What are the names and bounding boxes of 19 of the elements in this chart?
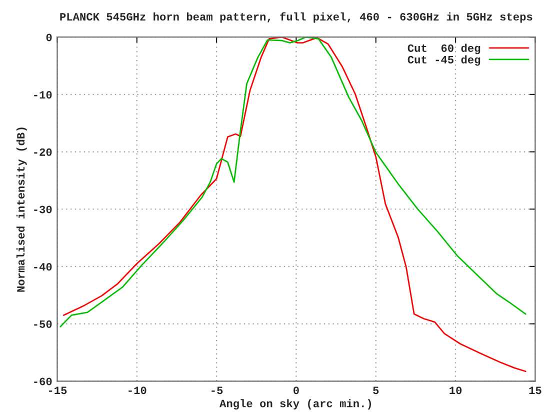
x-tick-label: 15 [529, 386, 542, 394]
chart-title: PLANCK 545GHz horn beam pattern, full pixel, 460 - 630GHz in 5GHz steps [60, 12, 532, 23]
x-tick-label: 5 [373, 386, 379, 394]
y-tick-label: -30 [34, 206, 52, 214]
x-axis-title: Angle on sky (arc min.) [220, 399, 372, 410]
y-tick-label: -50 [34, 320, 52, 328]
x-tick-label: 10 [450, 386, 462, 394]
legend-label: Cut -45 deg [408, 55, 480, 66]
y-tick-label: -40 [34, 263, 52, 271]
x-tick-label: -10 [128, 386, 146, 394]
x-tick-label: 0 [294, 386, 299, 394]
y-axis-title: Normalised intensity (dB) [16, 128, 27, 292]
y-tick-label: -10 [34, 91, 52, 99]
x-tick-label: -15 [48, 386, 67, 394]
legend-label: Cut 60 deg [408, 44, 480, 54]
y-tick-label: -60 [34, 378, 52, 386]
y-tick-label: 0 [46, 34, 52, 42]
x-tick-label: -5 [212, 386, 223, 394]
y-tick-label: -20 [34, 148, 52, 156]
